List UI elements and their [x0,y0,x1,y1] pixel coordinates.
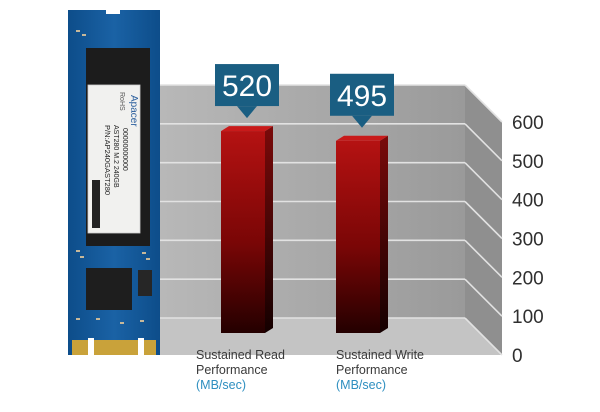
ssd-components [76,30,150,324]
value-label: 495 [337,80,387,113]
y-tick-label: 0 [512,346,523,367]
category-label-write: Sustained Write Performance (MB/sec) [336,348,436,393]
y-tick-label: 200 [512,268,544,289]
gridline-side [464,123,503,162]
bar-side [380,135,388,333]
ssd-chip-small [138,270,152,296]
ssd-barcode [92,180,100,228]
ssd-rohs-text: RoHS [118,92,125,111]
ssd-serial-text: 00000000000 [121,128,128,171]
gridline-side [464,84,503,123]
gridline-side [464,200,503,240]
category-label-read: Sustained Read Performance (MB/sec) [196,348,296,393]
y-tick-label: 300 [512,230,544,251]
bar-top [336,135,388,141]
ssd-label-text: Apacer RoHS P/N:AP240GAST280 AST280 M.2 … [103,92,139,195]
category-name-write: Sustained Write Performance [336,348,425,377]
category-unit-write: (MB/sec) [336,378,386,392]
value-label: 520 [222,70,272,103]
y-tick-label: 600 [512,113,544,134]
ssd-top-notch [106,6,120,14]
gridline-side [464,317,503,356]
bar-top [221,126,273,132]
y-tick-label: 100 [512,307,544,328]
ssd-module-illustration: Apacer RoHS P/N:AP240GAST280 AST280 M.2 … [68,6,160,357]
y-axis-tick-labels: 0 100 200 300 400 500 600 [512,113,544,367]
gridline-side [464,278,503,317]
chart-walls [160,85,502,355]
bar [221,131,265,333]
gridline-side [464,162,503,201]
chart-gridlines [160,84,503,356]
category-unit-read: (MB/sec) [196,378,246,392]
ssd-model-text: AST280 M.2 240GB [112,125,119,188]
gridline-side [464,239,503,278]
value-callout [215,64,279,107]
chart-callouts: 520 495 [215,64,394,128]
y-tick-label: 400 [512,191,544,212]
value-callout [330,73,394,116]
ssd-connector [72,338,156,357]
chart-bars [221,126,388,333]
ssd-part-number-text: P/N:AP240GAST280 [103,125,112,195]
value-callout-pointer [237,106,257,119]
y-tick-label: 500 [512,152,544,173]
ssd-chip-lower [86,268,132,310]
category-name-read: Sustained Read Performance [196,348,285,377]
ssd-brand-text: Apacer [128,95,139,127]
value-callout-pointer [352,115,372,128]
bar [336,140,380,333]
bar-side [265,126,273,333]
